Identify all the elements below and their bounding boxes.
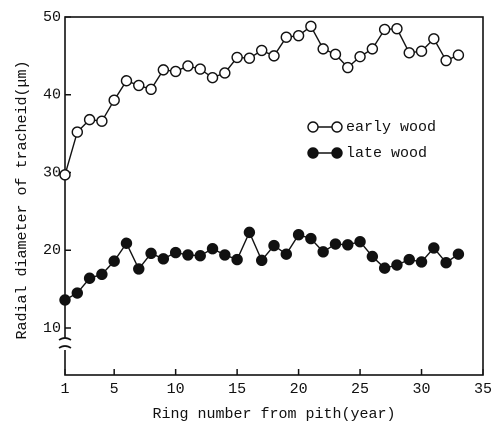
legend-marker [331,147,343,159]
x-tick-label: 10 [167,381,185,398]
data-point [71,126,83,138]
data-point [182,249,194,261]
legend-marker [331,121,343,133]
data-point [206,71,219,84]
data-point [133,79,145,92]
data-point [317,246,329,258]
axis-break [58,337,72,349]
x-tick-label: 35 [474,381,492,398]
data-point [145,247,157,260]
x-tick-label: 20 [290,381,308,398]
data-point [243,52,256,64]
data-point [354,235,366,248]
x-tick-label: 25 [351,381,369,398]
y-tick-label: 50 [43,9,61,26]
data-point [452,248,465,260]
data-point [108,94,120,106]
data-point [452,49,465,61]
data-point [256,44,268,57]
data-point [59,294,71,306]
data-point [342,239,354,251]
data-point [256,254,268,267]
data-point [292,29,305,42]
data-point [194,63,206,75]
data-point [268,50,280,62]
x-tick-label: 15 [228,381,246,398]
data-point [120,237,133,249]
data-point [206,242,219,255]
data-point [354,50,366,63]
legend-marker [307,121,319,133]
data-point [108,255,120,267]
data-point [305,232,317,245]
data-point [292,228,305,241]
data-point [182,60,194,72]
data-point [157,253,170,265]
data-point [145,83,157,96]
legend-label: late wood [346,145,427,162]
y-tick-label: 20 [43,242,61,259]
data-point [391,259,403,271]
data-point [280,248,292,260]
x-tick-label: 30 [413,381,431,398]
y-axis-label: Radial diameter of tracheid(μm) [14,60,31,339]
data-point [243,226,256,239]
data-point [403,47,415,59]
data-point [169,65,182,78]
y-tick-label: 10 [43,320,61,337]
data-point [194,249,206,262]
data-point [342,61,354,74]
legend-marker [307,147,319,159]
data-point [231,51,243,64]
x-axis-label: Ring number from pith(year) [152,406,395,423]
data-point [391,22,403,35]
x-tick-label: 5 [110,381,119,398]
data-point [366,250,379,263]
data-point [268,239,280,252]
data-point [440,54,452,67]
data-point [403,253,415,266]
legend-label: early wood [346,119,436,136]
data-point [378,262,391,274]
data-point [305,20,317,33]
data-point [280,31,292,43]
data-point [329,238,342,250]
plot-frame [64,16,484,376]
data-point [378,23,391,36]
data-point [157,64,170,76]
data-point [71,287,83,299]
data-point [415,256,428,268]
data-point [329,48,342,61]
x-tick-label: 1 [60,381,69,398]
data-point [83,272,96,284]
y-tick-label: 30 [43,164,61,181]
data-point [428,33,440,45]
data-point [83,113,96,126]
data-point [366,43,379,55]
data-point [415,45,428,57]
data-point [96,115,108,127]
data-point [231,253,243,266]
data-point [219,249,231,261]
axis-break-gap [60,338,70,350]
data-point [96,268,108,281]
data-point [440,256,452,269]
data-point [428,242,440,254]
data-point [219,67,231,79]
data-point [120,75,133,87]
data-point [317,43,329,55]
data-point [59,169,71,181]
data-point [133,263,145,275]
data-point [169,246,182,259]
y-tick-label: 40 [43,87,61,104]
